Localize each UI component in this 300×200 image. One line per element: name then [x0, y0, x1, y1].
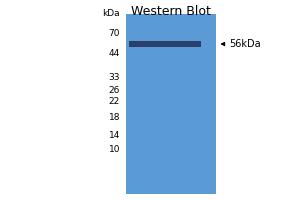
Text: 14: 14 — [109, 130, 120, 140]
Text: kDa: kDa — [102, 9, 120, 19]
Text: 18: 18 — [109, 112, 120, 121]
Bar — [126, 14, 216, 194]
Text: 33: 33 — [109, 72, 120, 82]
Text: 22: 22 — [109, 98, 120, 106]
Bar — [129, 42, 201, 46]
Text: 44: 44 — [109, 48, 120, 58]
Text: 26: 26 — [109, 86, 120, 95]
Text: 56kDa: 56kDa — [230, 39, 261, 49]
Text: 70: 70 — [109, 28, 120, 38]
Text: 10: 10 — [109, 144, 120, 154]
Text: Western Blot: Western Blot — [131, 5, 211, 18]
